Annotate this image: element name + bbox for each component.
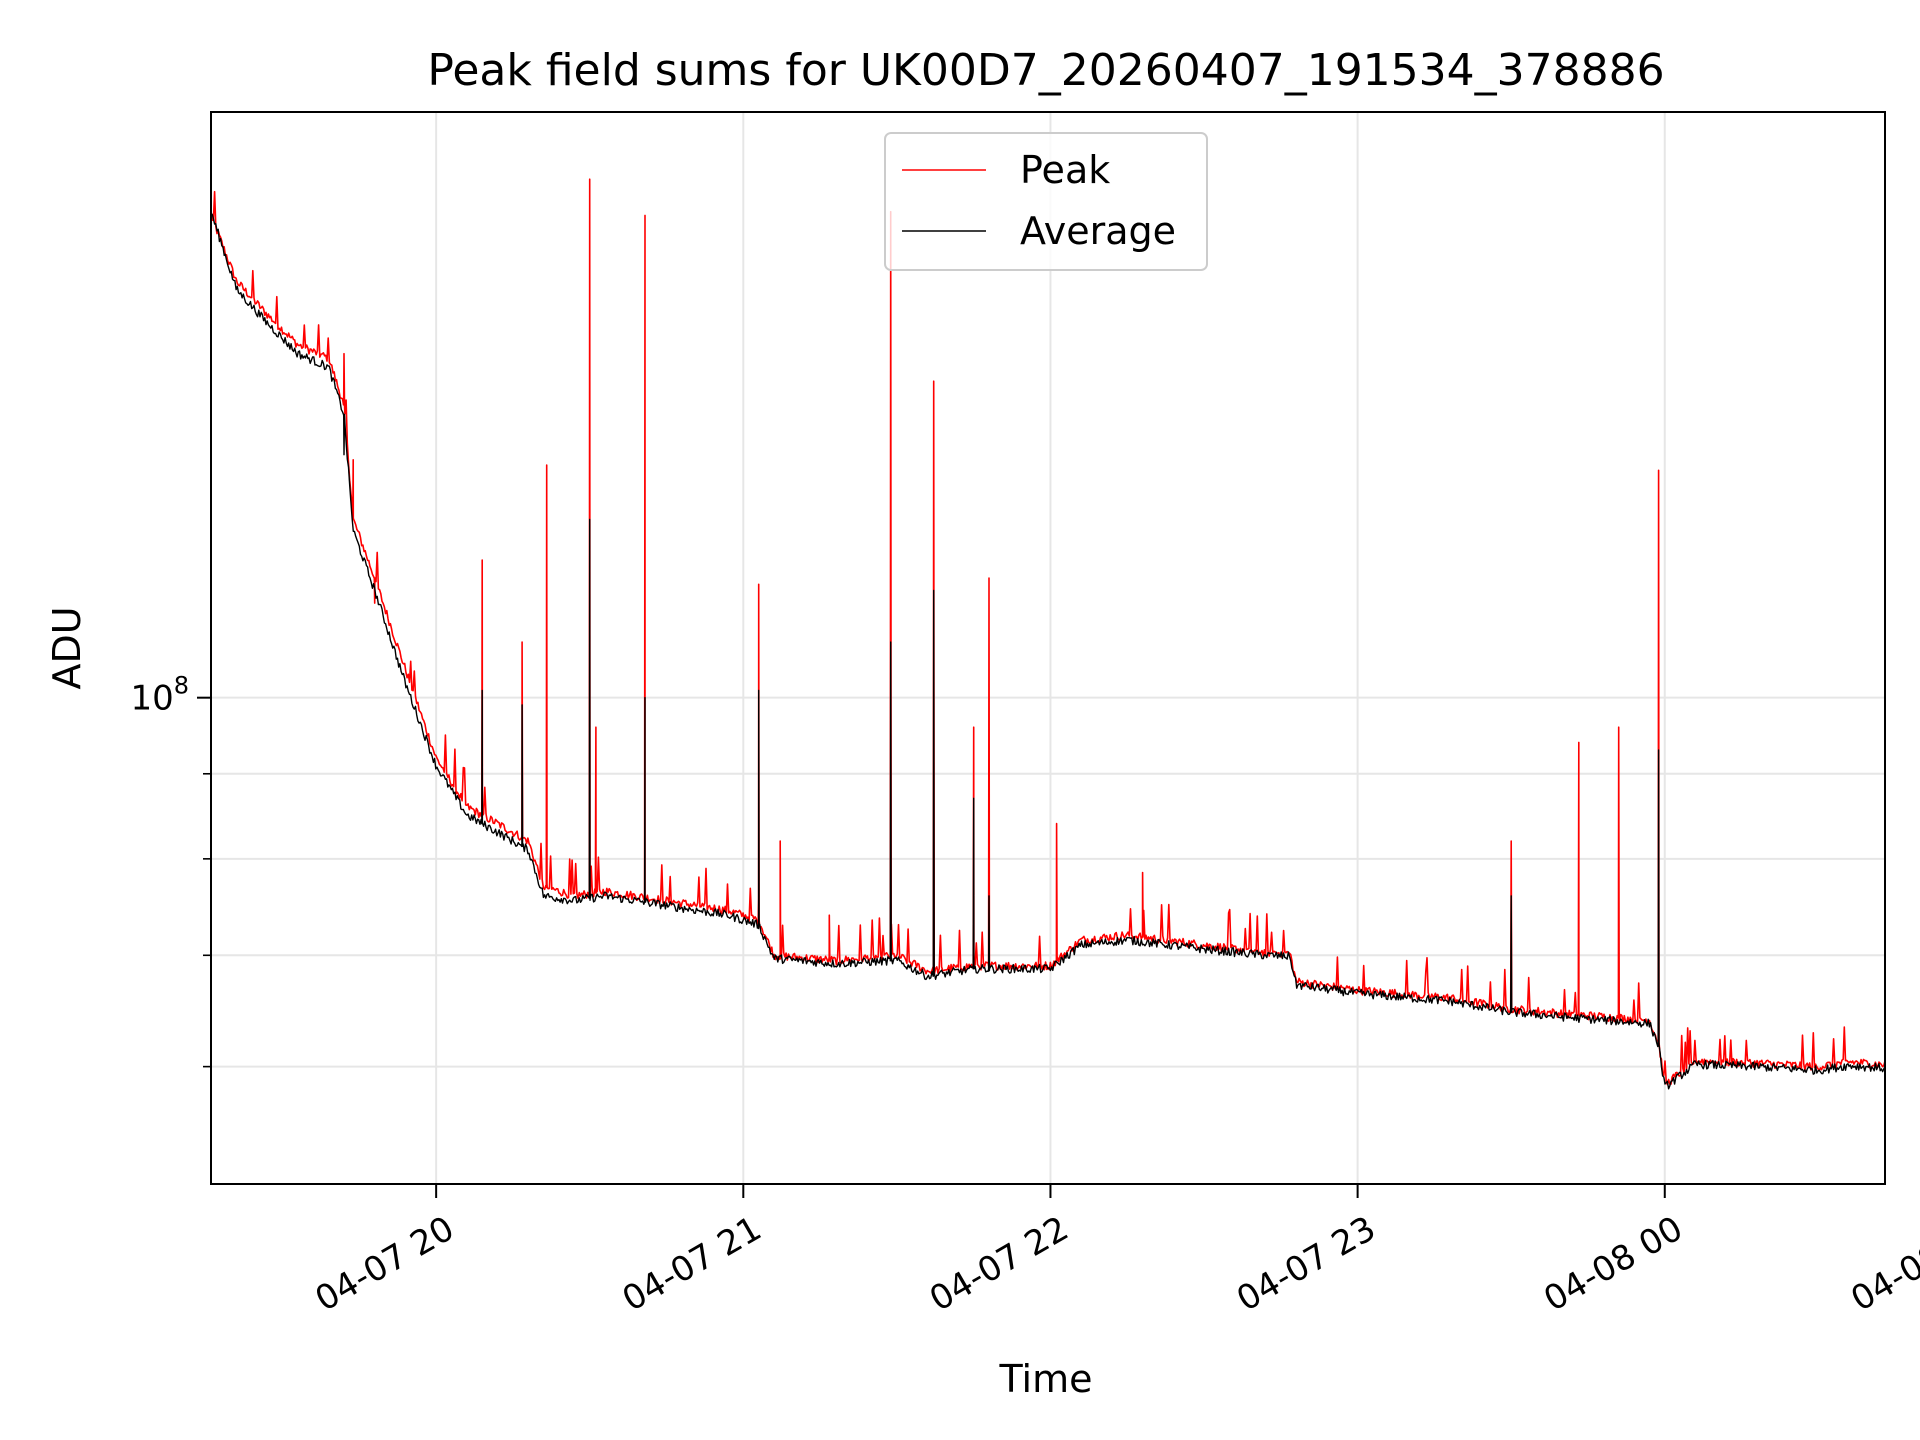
y-axis-ticks: 108	[130, 672, 211, 1068]
x-axis-label: Time	[999, 1357, 1093, 1401]
legend: Peak Average	[884, 132, 1208, 271]
legend-box	[884, 132, 1208, 271]
legend-label-average: Average	[1020, 209, 1176, 253]
legend-label-peak: Peak	[1020, 148, 1110, 192]
grid-lines	[211, 112, 1885, 1184]
series-line-average	[210, 213, 1886, 1090]
y-tick-label: 108	[130, 672, 189, 719]
series-group	[210, 111, 1886, 1090]
y-axis-label: ADU	[45, 606, 89, 689]
chart-title: Peak field sums for UK00D7_20260407_1915…	[427, 45, 1664, 96]
plot-frame	[210, 111, 1886, 1185]
